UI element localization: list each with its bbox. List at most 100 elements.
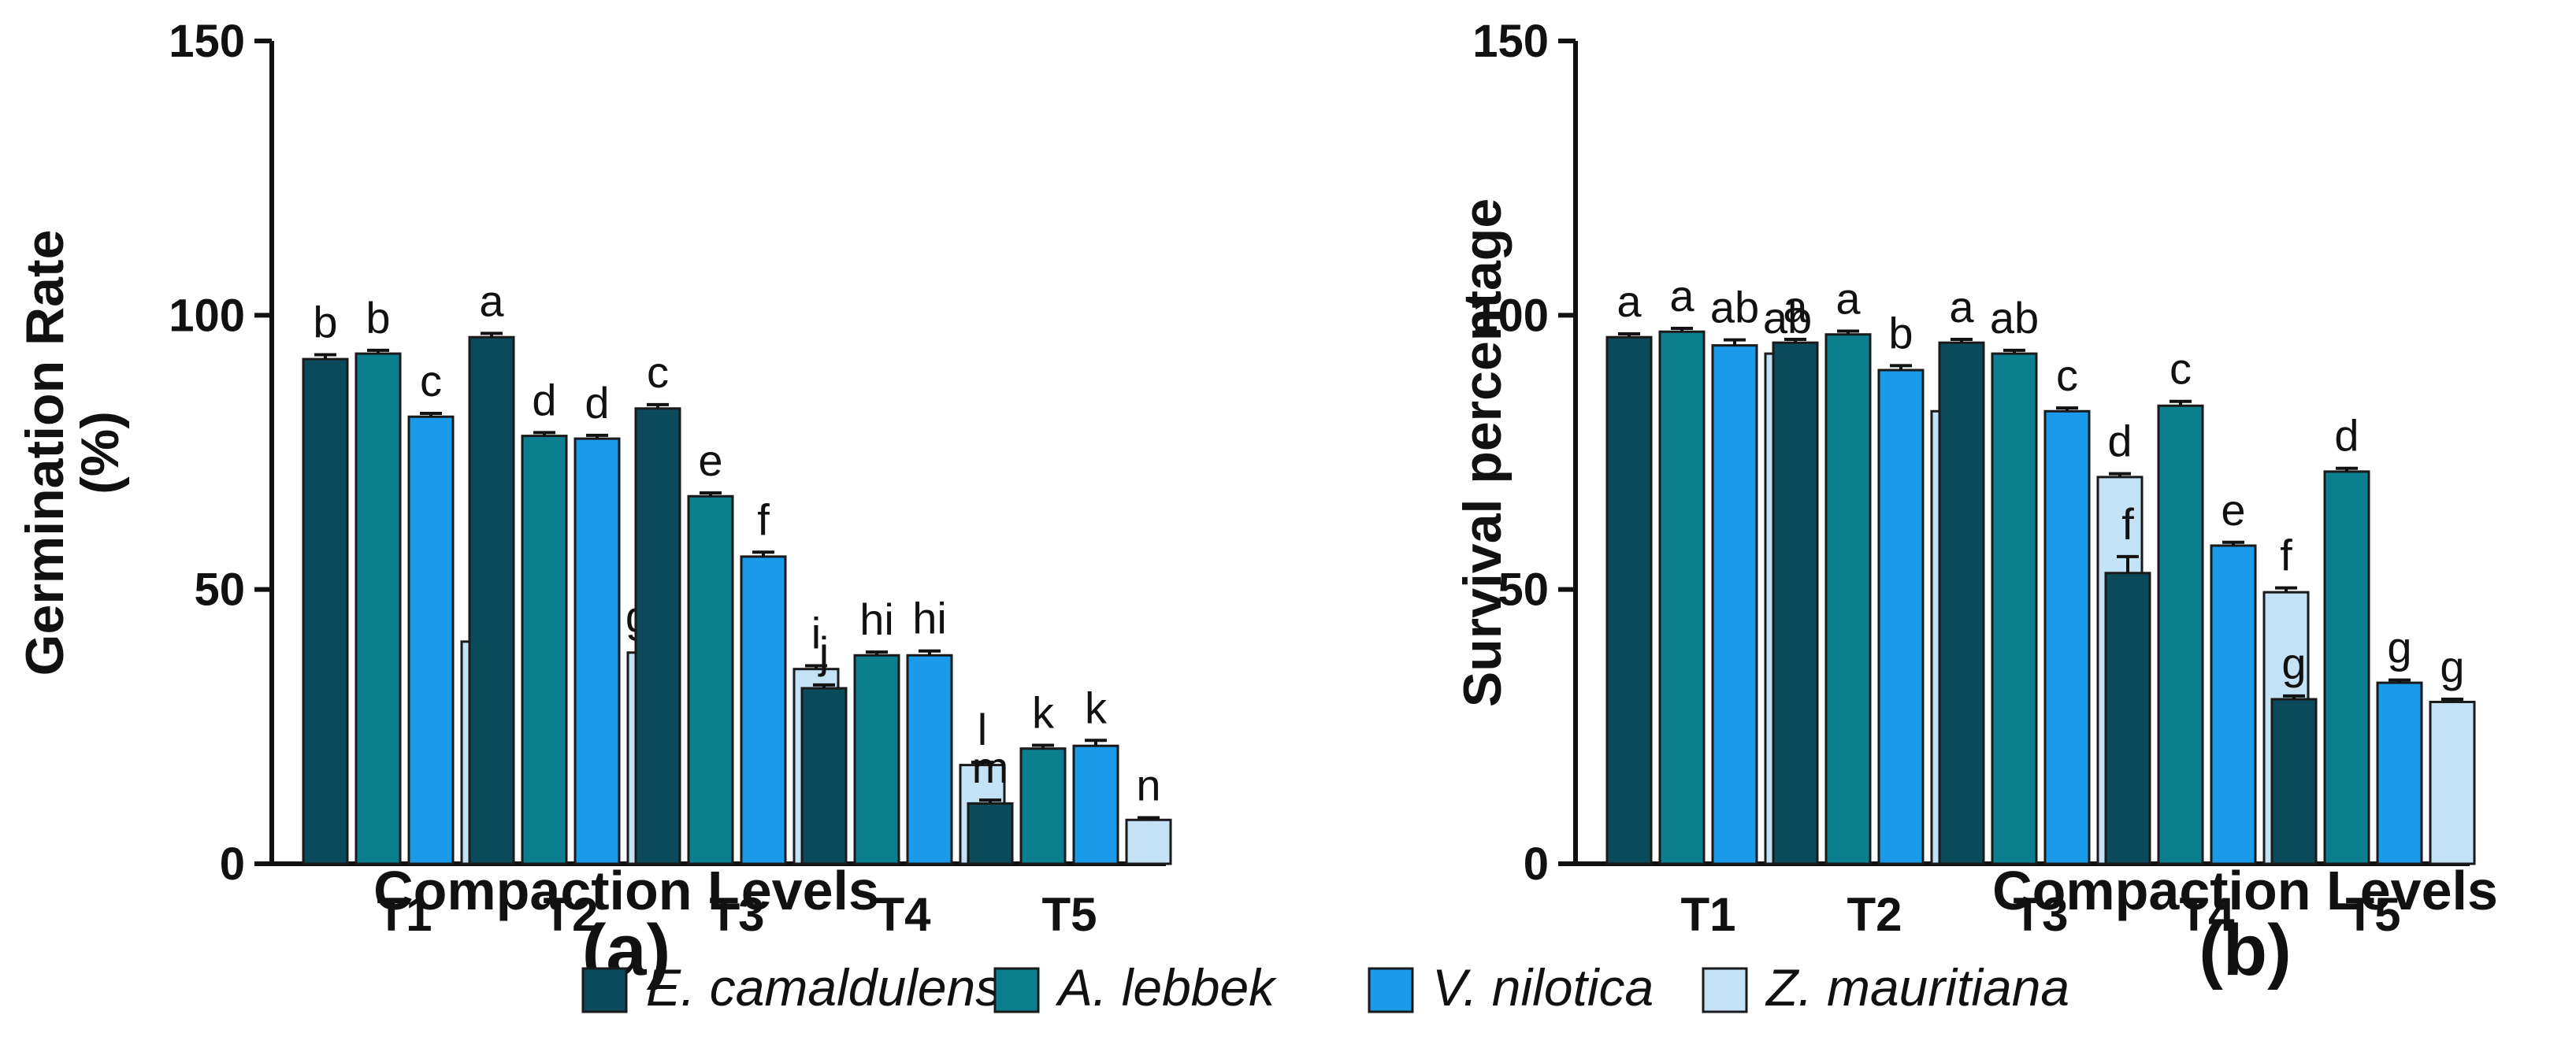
x-tick-label: T1 <box>1680 888 1735 941</box>
significance-letter: a <box>1616 276 1642 326</box>
bar <box>2323 470 2370 865</box>
bar <box>1938 341 1985 865</box>
x-tick-label: T5 <box>1041 888 1097 941</box>
legend: E. camaldulensis A. lebbek V. nilotica Z. m… <box>581 958 2069 1017</box>
bar <box>2104 572 2151 865</box>
panel-label: (b) <box>2199 910 2291 991</box>
significance-letter: a <box>1949 282 1974 331</box>
significance-letter: c <box>420 356 442 406</box>
significance-letter: g <box>2387 623 2411 672</box>
y-tick-label: 50 <box>194 565 245 616</box>
bar <box>1605 335 1653 865</box>
x-axis-label: Compaction Levels <box>373 860 879 921</box>
significance-letter: d <box>2107 417 2132 466</box>
bar <box>1772 341 1819 865</box>
x-tick-label: T3 <box>709 888 764 941</box>
bar <box>687 494 734 865</box>
x-tick-label: T4 <box>875 888 931 941</box>
significance-letter: l <box>978 705 987 754</box>
significance-letter: i <box>811 609 821 658</box>
bar <box>2157 404 2204 865</box>
significance-letter: ab <box>1990 293 2039 343</box>
significance-letter: m <box>972 743 1009 792</box>
bar <box>2043 409 2091 865</box>
bar <box>1877 369 1925 865</box>
bar <box>906 654 953 865</box>
y-tick-label: 100 <box>1472 290 1549 341</box>
x-tick-label: T2 <box>543 888 598 941</box>
significance-letter: hi <box>859 594 894 644</box>
legend-label: V. nilotica <box>1432 958 1654 1017</box>
legend-label: A. lebbek <box>1055 958 1277 1017</box>
significance-letter: f <box>2280 531 2292 580</box>
significance-letter: c <box>647 347 669 397</box>
bar <box>2429 700 2476 865</box>
significance-letter: j <box>818 628 829 677</box>
bar <box>468 335 515 865</box>
significance-letter: e <box>2221 485 2245 535</box>
bar <box>740 555 787 865</box>
legend-swatch <box>1368 967 1414 1013</box>
significance-letter: b <box>1888 308 1913 357</box>
significance-letter: d <box>585 378 609 428</box>
y-axis-label: (%) <box>70 411 130 494</box>
y-tick-label: 0 <box>220 839 245 890</box>
y-axis-label: Survival percentage <box>1453 198 1513 707</box>
significance-letter: hi <box>912 594 947 643</box>
significance-letter: ab <box>1763 293 1812 343</box>
significance-letter: k <box>1085 683 1108 732</box>
significance-letter: c <box>2056 350 2078 400</box>
significance-letter: ab <box>1710 283 1759 332</box>
bar <box>1125 818 1172 865</box>
significance-letter: d <box>532 375 556 424</box>
legend-label: E. camaldulensis <box>646 958 1039 1017</box>
bar <box>800 687 848 865</box>
significance-letter: g <box>2440 642 2464 691</box>
legend-label: Z. mauritiana <box>1765 958 2069 1017</box>
y-tick-label: 150 <box>1472 16 1549 67</box>
significance-letter: a <box>1835 274 1861 324</box>
significance-letter: b <box>366 293 390 343</box>
y-tick-label: 0 <box>1524 839 1549 890</box>
bar <box>1991 352 2038 865</box>
y-tick-label: 100 <box>169 290 245 341</box>
bar <box>1711 344 1758 865</box>
significance-letter: g <box>2281 639 2306 688</box>
significance-letter: a <box>479 276 504 325</box>
y-tick-label: 150 <box>169 16 245 67</box>
x-tick-label: T2 <box>1847 888 1902 941</box>
significance-letter: f <box>2121 499 2134 549</box>
x-axis-label: Compaction Levels <box>1992 860 2498 921</box>
significance-letter: a <box>1783 282 1808 331</box>
bar <box>634 407 681 865</box>
significance-letter: n <box>1136 760 1160 809</box>
significance-letter: e <box>698 435 722 485</box>
legend-swatch <box>993 967 1040 1013</box>
x-tick-label: T1 <box>377 888 432 941</box>
bar <box>2376 681 2423 865</box>
bar <box>1072 744 1119 865</box>
y-tick-label: 50 <box>1498 565 1549 616</box>
bar <box>302 357 349 865</box>
bar <box>967 802 1014 865</box>
y-axis-label: Germination Rate <box>15 230 75 676</box>
significance-letter: d <box>2334 411 2359 461</box>
x-tick-label: T5 <box>2345 888 2400 941</box>
bar <box>853 654 900 865</box>
bar <box>573 437 621 865</box>
legend-swatch <box>581 967 628 1013</box>
bar <box>354 352 402 865</box>
bar <box>521 435 568 865</box>
bar <box>1824 333 1872 865</box>
legend-swatch <box>1702 967 1748 1013</box>
bar <box>1658 330 1706 865</box>
x-tick-label: T4 <box>2179 888 2235 941</box>
significance-letter: f <box>757 494 770 544</box>
bar <box>407 415 455 865</box>
bar <box>1019 747 1067 865</box>
bar <box>2270 698 2318 865</box>
significance-letter: c <box>2170 344 2192 394</box>
